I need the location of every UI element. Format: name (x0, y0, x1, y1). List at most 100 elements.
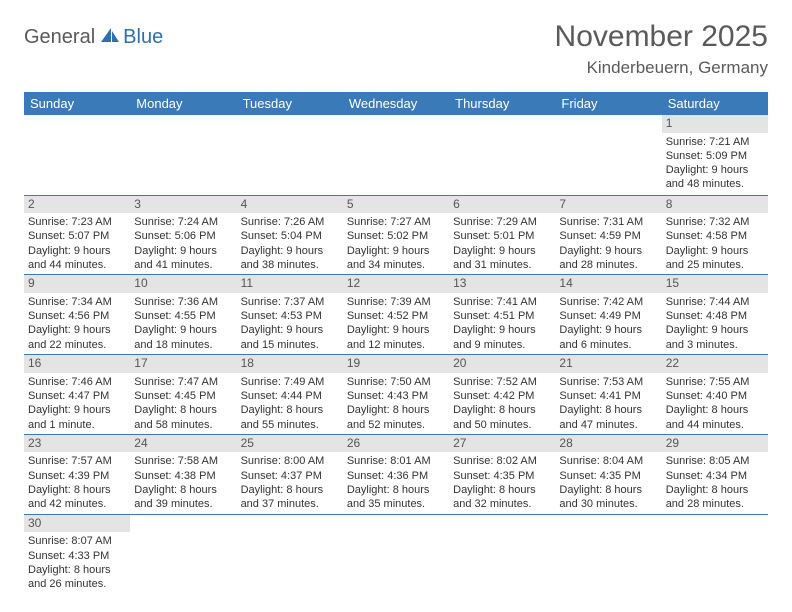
calendar-week-row: 2Sunrise: 7:23 AMSunset: 5:07 PMDaylight… (24, 195, 768, 275)
day-number: 25 (237, 435, 343, 453)
day-number: 30 (24, 515, 130, 533)
calendar-day-cell (343, 514, 449, 593)
weekday-header: Wednesday (343, 92, 449, 115)
calendar-day-cell (130, 514, 236, 593)
month-title: November 2025 (555, 20, 768, 54)
day-number: 24 (130, 435, 236, 453)
day-details: Sunrise: 7:42 AMSunset: 4:49 PMDaylight:… (555, 293, 661, 354)
day-number: 6 (449, 196, 555, 214)
day-details: Sunrise: 7:57 AMSunset: 4:39 PMDaylight:… (24, 452, 130, 513)
day-details: Sunrise: 8:02 AMSunset: 4:35 PMDaylight:… (449, 452, 555, 513)
day-details: Sunrise: 7:47 AMSunset: 4:45 PMDaylight:… (130, 373, 236, 434)
day-details: Sunrise: 7:34 AMSunset: 4:56 PMDaylight:… (24, 293, 130, 354)
calendar-day-cell (24, 115, 130, 195)
weekday-header: Monday (130, 92, 236, 115)
calendar-week-row: 23Sunrise: 7:57 AMSunset: 4:39 PMDayligh… (24, 434, 768, 514)
calendar-day-cell: 24Sunrise: 7:58 AMSunset: 4:38 PMDayligh… (130, 434, 236, 514)
day-number: 15 (662, 275, 768, 293)
calendar-day-cell: 14Sunrise: 7:42 AMSunset: 4:49 PMDayligh… (555, 275, 661, 355)
day-number: 19 (343, 355, 449, 373)
calendar-day-cell: 23Sunrise: 7:57 AMSunset: 4:39 PMDayligh… (24, 434, 130, 514)
logo: General Blue (24, 26, 163, 49)
day-number: 1 (662, 115, 768, 133)
calendar-day-cell: 15Sunrise: 7:44 AMSunset: 4:48 PMDayligh… (662, 275, 768, 355)
day-number: 3 (130, 196, 236, 214)
day-details: Sunrise: 7:21 AMSunset: 5:09 PMDaylight:… (662, 133, 768, 194)
calendar-day-cell (555, 115, 661, 195)
day-number: 16 (24, 355, 130, 373)
calendar-week-row: 30Sunrise: 8:07 AMSunset: 4:33 PMDayligh… (24, 514, 768, 593)
day-number: 20 (449, 355, 555, 373)
calendar-day-cell: 4Sunrise: 7:26 AMSunset: 5:04 PMDaylight… (237, 195, 343, 275)
day-number: 22 (662, 355, 768, 373)
day-details: Sunrise: 7:53 AMSunset: 4:41 PMDaylight:… (555, 373, 661, 434)
day-details: Sunrise: 7:26 AMSunset: 5:04 PMDaylight:… (237, 213, 343, 274)
sail-icon (99, 26, 121, 49)
day-details: Sunrise: 8:01 AMSunset: 4:36 PMDaylight:… (343, 452, 449, 513)
day-details: Sunrise: 7:32 AMSunset: 4:58 PMDaylight:… (662, 213, 768, 274)
calendar-day-cell: 27Sunrise: 8:02 AMSunset: 4:35 PMDayligh… (449, 434, 555, 514)
day-number: 26 (343, 435, 449, 453)
day-number: 23 (24, 435, 130, 453)
day-details: Sunrise: 8:07 AMSunset: 4:33 PMDaylight:… (24, 532, 130, 593)
weekday-header: Tuesday (237, 92, 343, 115)
calendar-day-cell: 20Sunrise: 7:52 AMSunset: 4:42 PMDayligh… (449, 355, 555, 435)
calendar-day-cell: 12Sunrise: 7:39 AMSunset: 4:52 PMDayligh… (343, 275, 449, 355)
calendar-day-cell: 29Sunrise: 8:05 AMSunset: 4:34 PMDayligh… (662, 434, 768, 514)
calendar-day-cell: 26Sunrise: 8:01 AMSunset: 4:36 PMDayligh… (343, 434, 449, 514)
day-details: Sunrise: 7:31 AMSunset: 4:59 PMDaylight:… (555, 213, 661, 274)
calendar-table: Sunday Monday Tuesday Wednesday Thursday… (24, 92, 768, 593)
day-details: Sunrise: 7:29 AMSunset: 5:01 PMDaylight:… (449, 213, 555, 274)
calendar-day-cell: 18Sunrise: 7:49 AMSunset: 4:44 PMDayligh… (237, 355, 343, 435)
day-details: Sunrise: 8:05 AMSunset: 4:34 PMDaylight:… (662, 452, 768, 513)
weekday-header-row: Sunday Monday Tuesday Wednesday Thursday… (24, 92, 768, 115)
day-number: 18 (237, 355, 343, 373)
calendar-day-cell: 21Sunrise: 7:53 AMSunset: 4:41 PMDayligh… (555, 355, 661, 435)
day-number: 14 (555, 275, 661, 293)
day-number: 12 (343, 275, 449, 293)
calendar-week-row: 1Sunrise: 7:21 AMSunset: 5:09 PMDaylight… (24, 115, 768, 195)
calendar-day-cell: 25Sunrise: 8:00 AMSunset: 4:37 PMDayligh… (237, 434, 343, 514)
day-details: Sunrise: 7:39 AMSunset: 4:52 PMDaylight:… (343, 293, 449, 354)
weekday-header: Friday (555, 92, 661, 115)
calendar-day-cell (555, 514, 661, 593)
calendar-day-cell: 8Sunrise: 7:32 AMSunset: 4:58 PMDaylight… (662, 195, 768, 275)
calendar-body: 1Sunrise: 7:21 AMSunset: 5:09 PMDaylight… (24, 115, 768, 593)
calendar-day-cell: 10Sunrise: 7:36 AMSunset: 4:55 PMDayligh… (130, 275, 236, 355)
day-number: 8 (662, 196, 768, 214)
location: Kinderbeuern, Germany (555, 58, 768, 78)
day-number: 2 (24, 196, 130, 214)
weekday-header: Thursday (449, 92, 555, 115)
calendar-day-cell: 7Sunrise: 7:31 AMSunset: 4:59 PMDaylight… (555, 195, 661, 275)
calendar-day-cell: 9Sunrise: 7:34 AMSunset: 4:56 PMDaylight… (24, 275, 130, 355)
calendar-day-cell (662, 514, 768, 593)
day-details: Sunrise: 8:04 AMSunset: 4:35 PMDaylight:… (555, 452, 661, 513)
day-details: Sunrise: 7:24 AMSunset: 5:06 PMDaylight:… (130, 213, 236, 274)
calendar-day-cell (237, 115, 343, 195)
calendar-day-cell: 13Sunrise: 7:41 AMSunset: 4:51 PMDayligh… (449, 275, 555, 355)
calendar-week-row: 9Sunrise: 7:34 AMSunset: 4:56 PMDaylight… (24, 275, 768, 355)
day-number: 17 (130, 355, 236, 373)
calendar-day-cell (343, 115, 449, 195)
day-details: Sunrise: 7:58 AMSunset: 4:38 PMDaylight:… (130, 452, 236, 513)
day-number: 28 (555, 435, 661, 453)
day-number: 27 (449, 435, 555, 453)
calendar-day-cell: 28Sunrise: 8:04 AMSunset: 4:35 PMDayligh… (555, 434, 661, 514)
weekday-header: Sunday (24, 92, 130, 115)
logo-text-general: General (24, 26, 95, 49)
day-details: Sunrise: 7:55 AMSunset: 4:40 PMDaylight:… (662, 373, 768, 434)
day-details: Sunrise: 7:50 AMSunset: 4:43 PMDaylight:… (343, 373, 449, 434)
day-number: 13 (449, 275, 555, 293)
day-number: 4 (237, 196, 343, 214)
title-block: November 2025 Kinderbeuern, Germany (555, 20, 768, 78)
day-details: Sunrise: 7:37 AMSunset: 4:53 PMDaylight:… (237, 293, 343, 354)
calendar-day-cell: 17Sunrise: 7:47 AMSunset: 4:45 PMDayligh… (130, 355, 236, 435)
calendar-day-cell: 1Sunrise: 7:21 AMSunset: 5:09 PMDaylight… (662, 115, 768, 195)
day-details: Sunrise: 7:46 AMSunset: 4:47 PMDaylight:… (24, 373, 130, 434)
day-number: 10 (130, 275, 236, 293)
day-details: Sunrise: 7:36 AMSunset: 4:55 PMDaylight:… (130, 293, 236, 354)
day-details: Sunrise: 7:44 AMSunset: 4:48 PMDaylight:… (662, 293, 768, 354)
day-details: Sunrise: 7:27 AMSunset: 5:02 PMDaylight:… (343, 213, 449, 274)
day-number: 29 (662, 435, 768, 453)
calendar-day-cell: 16Sunrise: 7:46 AMSunset: 4:47 PMDayligh… (24, 355, 130, 435)
